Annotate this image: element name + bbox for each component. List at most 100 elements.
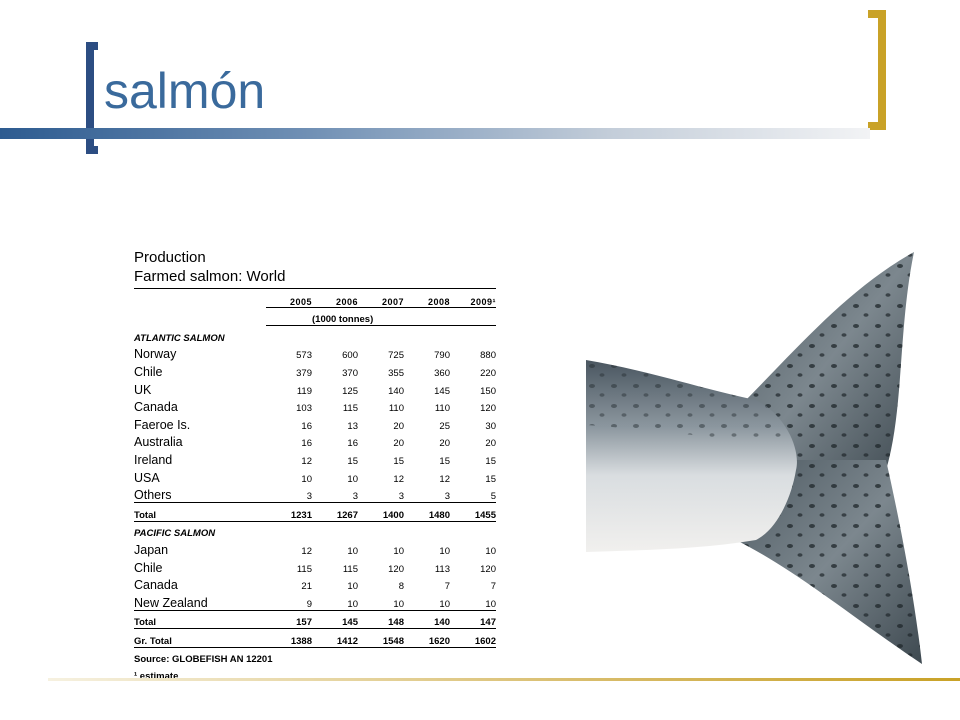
- value-cell: 8: [398, 581, 404, 593]
- value-cell: 12: [301, 545, 312, 557]
- country-label: New Zealand: [134, 595, 208, 610]
- production-table: Production Farmed salmon: World 2005 200…: [134, 248, 496, 682]
- value-cell: 16: [301, 438, 312, 450]
- table-row: Chile 115 115 120 113 120: [134, 557, 496, 575]
- year-header: 2006: [335, 296, 358, 307]
- value-cell: 30: [485, 420, 496, 432]
- value-cell: 15: [347, 455, 358, 467]
- value-cell: 20: [393, 438, 404, 450]
- value-cell: 13: [347, 420, 358, 432]
- country-label: Faeroe Is.: [134, 417, 191, 432]
- value-cell: 120: [480, 563, 496, 575]
- value-cell: 790: [434, 350, 450, 362]
- country-label: Canada: [134, 400, 178, 415]
- value-cell: 10: [347, 581, 358, 593]
- value-cell: 10: [485, 545, 496, 557]
- value-cell: 10: [347, 598, 358, 610]
- value-cell: 110: [388, 403, 404, 415]
- value-cell: 15: [485, 455, 496, 467]
- value-cell: 880: [480, 350, 496, 362]
- salmon-tail-photo: [586, 252, 922, 664]
- value-cell: 125: [342, 385, 358, 397]
- value-cell: 12: [393, 473, 404, 485]
- value-cell: 150: [480, 385, 496, 397]
- value-cell: 110: [434, 403, 450, 415]
- country-label: Chile: [134, 560, 163, 575]
- value-cell: 20: [439, 438, 450, 450]
- value-cell: 16: [301, 420, 312, 432]
- atlantic-end-rule: [134, 520, 496, 522]
- left-bracket: [86, 42, 98, 154]
- value-cell: 600: [342, 350, 358, 362]
- slide-title: salmón: [104, 63, 266, 119]
- value-cell: 12: [439, 473, 450, 485]
- value-cell: 120: [480, 403, 496, 415]
- value-cell: 360: [434, 367, 450, 379]
- value-cell: 725: [388, 350, 404, 362]
- title-bar: [0, 128, 870, 139]
- value-cell: 140: [388, 385, 404, 397]
- value-cell: 115: [296, 563, 312, 575]
- year-header: 2007: [381, 296, 404, 307]
- table-row: Others 3 3 3 3 5: [134, 485, 496, 503]
- country-label: Japan: [134, 542, 169, 557]
- header-rule: [266, 306, 496, 308]
- value-cell: 3: [398, 491, 404, 503]
- value-cell: 15: [393, 455, 404, 467]
- section-atlantic: ATLANTIC SALMON: [134, 326, 496, 344]
- table-row: Chile 379 370 355 360 220: [134, 361, 496, 379]
- table-row: USA 10 10 12 12 15: [134, 467, 496, 485]
- country-label: Ireland: [134, 452, 173, 467]
- atlantic-total-row: Total 1231 1267 1400 1480 1455: [134, 509, 496, 521]
- table-row: UK 119 125 140 145 150: [134, 379, 496, 397]
- grand-total-row: Gr. Total 1388 1412 1548 1620 1602: [134, 635, 496, 647]
- pacific-total-rule: [134, 609, 496, 611]
- table-row: Canada 21 10 8 7 7: [134, 575, 496, 593]
- table-top-rule: [134, 288, 496, 289]
- value-cell: 12: [301, 455, 312, 467]
- value-cell: 370: [342, 367, 358, 379]
- table-row: Faeroe Is. 16 13 20 25 30: [134, 414, 496, 432]
- value-cell: 15: [485, 473, 496, 485]
- country-label: Norway: [134, 347, 177, 362]
- grand-total-rule: [134, 628, 496, 630]
- value-cell: 10: [301, 473, 312, 485]
- value-cell: 573: [296, 350, 312, 362]
- section-label-atlantic: ATLANTIC SALMON: [134, 332, 225, 344]
- value-cell: 119: [296, 385, 312, 397]
- value-cell: 10: [439, 545, 450, 557]
- value-cell: 10: [347, 473, 358, 485]
- value-cell: 113: [434, 563, 450, 575]
- value-cell: 379: [296, 367, 312, 379]
- unit-label: (1000 tonnes): [312, 314, 374, 326]
- table-row: Japan 12 10 10 10 10: [134, 539, 496, 557]
- value-cell: 9: [306, 598, 312, 610]
- table-row: Norway 573 600 725 790 880: [134, 344, 496, 362]
- source-note: Source: GLOBEFISH AN 12201: [134, 654, 273, 666]
- value-cell: 25: [439, 420, 450, 432]
- table-title-line2: Farmed salmon: World: [134, 268, 286, 285]
- country-label: Australia: [134, 435, 183, 450]
- value-cell: 10: [439, 598, 450, 610]
- section-pacific: PACIFIC SALMON: [134, 522, 496, 540]
- pacific-total-row: Total 157 145 148 140 147: [134, 617, 496, 629]
- table-title-line1: Production: [134, 249, 206, 266]
- value-cell: 120: [388, 563, 404, 575]
- value-cell: 115: [342, 403, 358, 415]
- value-cell: 3: [444, 491, 450, 503]
- value-cell: 10: [347, 545, 358, 557]
- value-cell: 21: [301, 581, 312, 593]
- footer-line: [48, 678, 960, 681]
- header-row: 2005 2006 2007 2008 2009¹: [134, 289, 496, 307]
- grand-total-end-rule: [134, 646, 496, 648]
- year-header: 2005: [289, 296, 312, 307]
- value-cell: 10: [485, 598, 496, 610]
- unit-rule: [266, 325, 496, 327]
- year-header: 2008: [427, 296, 450, 307]
- value-cell: 15: [439, 455, 450, 467]
- value-cell: 7: [490, 581, 496, 593]
- table-row: Canada 103 115 110 110 120: [134, 397, 496, 415]
- country-label: UK: [134, 382, 152, 397]
- section-label-pacific: PACIFIC SALMON: [134, 528, 216, 540]
- atlantic-total-rule: [134, 502, 496, 504]
